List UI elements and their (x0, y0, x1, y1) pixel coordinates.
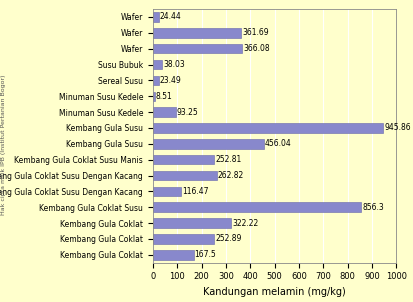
Bar (153, 92, 155, 101)
Bar (153, 60, 162, 69)
Text: 167.5: 167.5 (195, 250, 216, 259)
Bar (153, 107, 176, 117)
Bar (153, 44, 242, 53)
Bar (153, 76, 159, 85)
Text: 23.49: 23.49 (159, 76, 181, 85)
Bar (153, 171, 217, 180)
Text: 262.82: 262.82 (218, 171, 244, 180)
Bar (153, 250, 194, 260)
Text: 252.81: 252.81 (216, 155, 242, 164)
Text: 366.08: 366.08 (243, 44, 270, 53)
Text: 322.22: 322.22 (232, 219, 259, 228)
Bar (153, 12, 159, 22)
Text: 38.03: 38.03 (163, 60, 185, 69)
Text: 361.69: 361.69 (242, 28, 268, 37)
Text: 945.86: 945.86 (384, 124, 411, 133)
Bar (153, 202, 361, 212)
Text: 856.3: 856.3 (363, 203, 384, 212)
Bar (153, 139, 264, 149)
Text: 24.44: 24.44 (160, 12, 181, 21)
Text: Hak cipta milik IPB (Institut Pertanian Bogor): Hak cipta milik IPB (Institut Pertanian … (1, 75, 6, 215)
Text: 93.25: 93.25 (176, 108, 198, 117)
Bar (153, 155, 214, 164)
X-axis label: Kandungan melamin (mg/kg): Kandungan melamin (mg/kg) (203, 287, 346, 297)
Bar (153, 218, 231, 228)
Bar (153, 28, 241, 38)
Text: 456.04: 456.04 (265, 139, 292, 148)
Bar (153, 123, 383, 133)
Bar (153, 234, 214, 244)
Bar (153, 187, 181, 196)
Text: 8.51: 8.51 (156, 92, 173, 101)
Text: 252.89: 252.89 (216, 234, 242, 243)
Text: 116.47: 116.47 (182, 187, 209, 196)
